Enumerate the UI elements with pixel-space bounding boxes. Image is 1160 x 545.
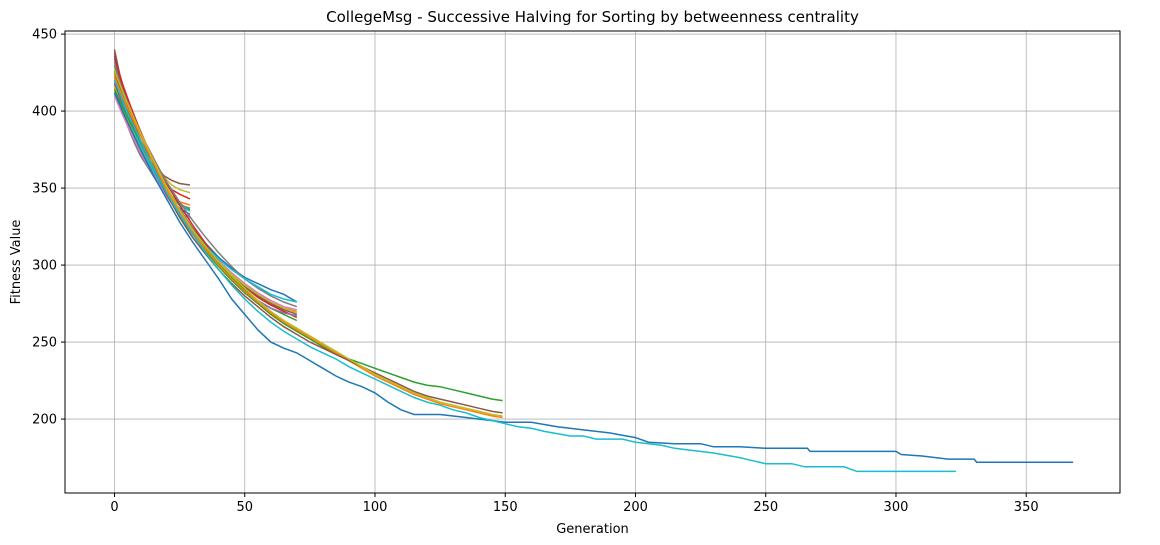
- y-tick-label: 250: [32, 336, 57, 351]
- y-axis-ticks: 200 250 300 350 400 450: [32, 28, 65, 428]
- x-tick-label: 50: [236, 500, 253, 515]
- series-line-24: [113, 70, 503, 417]
- y-tick-label: 350: [32, 182, 57, 197]
- x-tick-label: 150: [493, 500, 518, 515]
- chart-title: CollegeMsg - Successive Halving for Sort…: [326, 8, 859, 26]
- x-axis-ticks: 0 50 100 150 200 250 300 350: [110, 493, 1039, 515]
- series-line-1: [113, 55, 191, 215]
- series-line-16: [113, 70, 298, 316]
- grid-lines: [65, 31, 1120, 493]
- series-line-4: [113, 52, 191, 200]
- x-tick-label: 0: [110, 500, 118, 515]
- x-tick-label: 300: [884, 500, 909, 515]
- series-line-15: [113, 80, 297, 317]
- series-line-11: [113, 83, 298, 303]
- series-lines: [113, 49, 1074, 473]
- y-tick-label: 200: [32, 413, 57, 428]
- series-line-25: [113, 92, 1074, 463]
- x-tick-label: 250: [753, 500, 778, 515]
- x-tick-label: 350: [1014, 500, 1039, 515]
- x-tick-label: 100: [363, 500, 388, 515]
- series-line-23: [113, 83, 503, 414]
- series-line-17: [113, 95, 297, 311]
- series-line-12: [113, 73, 297, 313]
- x-axis-label: Generation: [556, 522, 629, 537]
- x-tick-label: 200: [623, 500, 648, 515]
- series-line-26: [113, 80, 956, 473]
- series-line-20: [113, 76, 297, 303]
- series-line-2: [113, 64, 191, 206]
- series-line-21: [113, 89, 503, 402]
- plot-frame: [64, 30, 1121, 494]
- y-axis-label: Fitness Value: [9, 220, 24, 305]
- series-line-22: [113, 76, 503, 419]
- series-line-14: [113, 58, 298, 319]
- series-line-18: [113, 64, 298, 308]
- series-line-19: [113, 86, 298, 314]
- series-line-13: [113, 92, 298, 322]
- y-tick-label: 400: [32, 105, 57, 120]
- y-tick-label: 300: [32, 259, 57, 274]
- y-tick-label: 450: [32, 28, 57, 43]
